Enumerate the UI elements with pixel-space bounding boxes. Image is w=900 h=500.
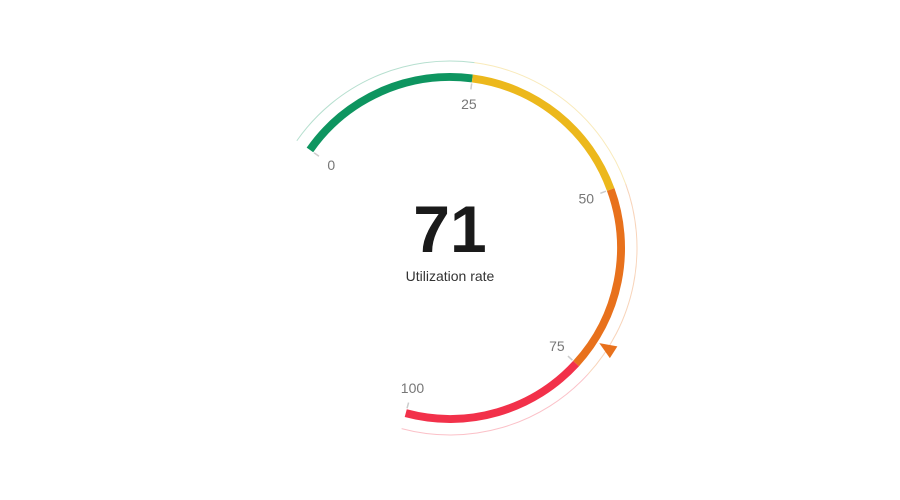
outer-ring-segment-2	[587, 183, 638, 375]
tick-mark-2	[600, 190, 607, 194]
outer-ring-segment-3	[401, 374, 589, 436]
value-pointer-icon	[599, 343, 618, 359]
gauge-outer-ring	[296, 60, 638, 436]
tick-mark-3	[567, 355, 573, 361]
tick-label-0: 0	[327, 157, 335, 173]
tick-label-4: 100	[401, 380, 425, 396]
gauge-band-3	[404, 360, 580, 423]
tick-label-1: 25	[461, 96, 477, 112]
gauge-ticks	[313, 83, 607, 409]
tick-mark-4	[406, 402, 410, 409]
tick-label-3: 75	[549, 338, 565, 354]
tick-mark-1	[470, 83, 473, 90]
tick-label-2: 50	[578, 190, 594, 206]
gauge-value: 71	[413, 192, 486, 266]
gauge-band-2	[573, 188, 625, 367]
outer-ring-segment-0	[296, 60, 475, 142]
gauge-band-1	[471, 74, 615, 191]
outer-ring-segment-1	[474, 62, 627, 185]
gauge-band-0	[306, 73, 473, 153]
gauge-tick-labels: 0 25 50 75 100	[327, 96, 594, 396]
tick-mark-0	[313, 152, 320, 157]
gauge-label: Utilization rate	[406, 268, 495, 284]
gauge-bands	[306, 73, 625, 423]
